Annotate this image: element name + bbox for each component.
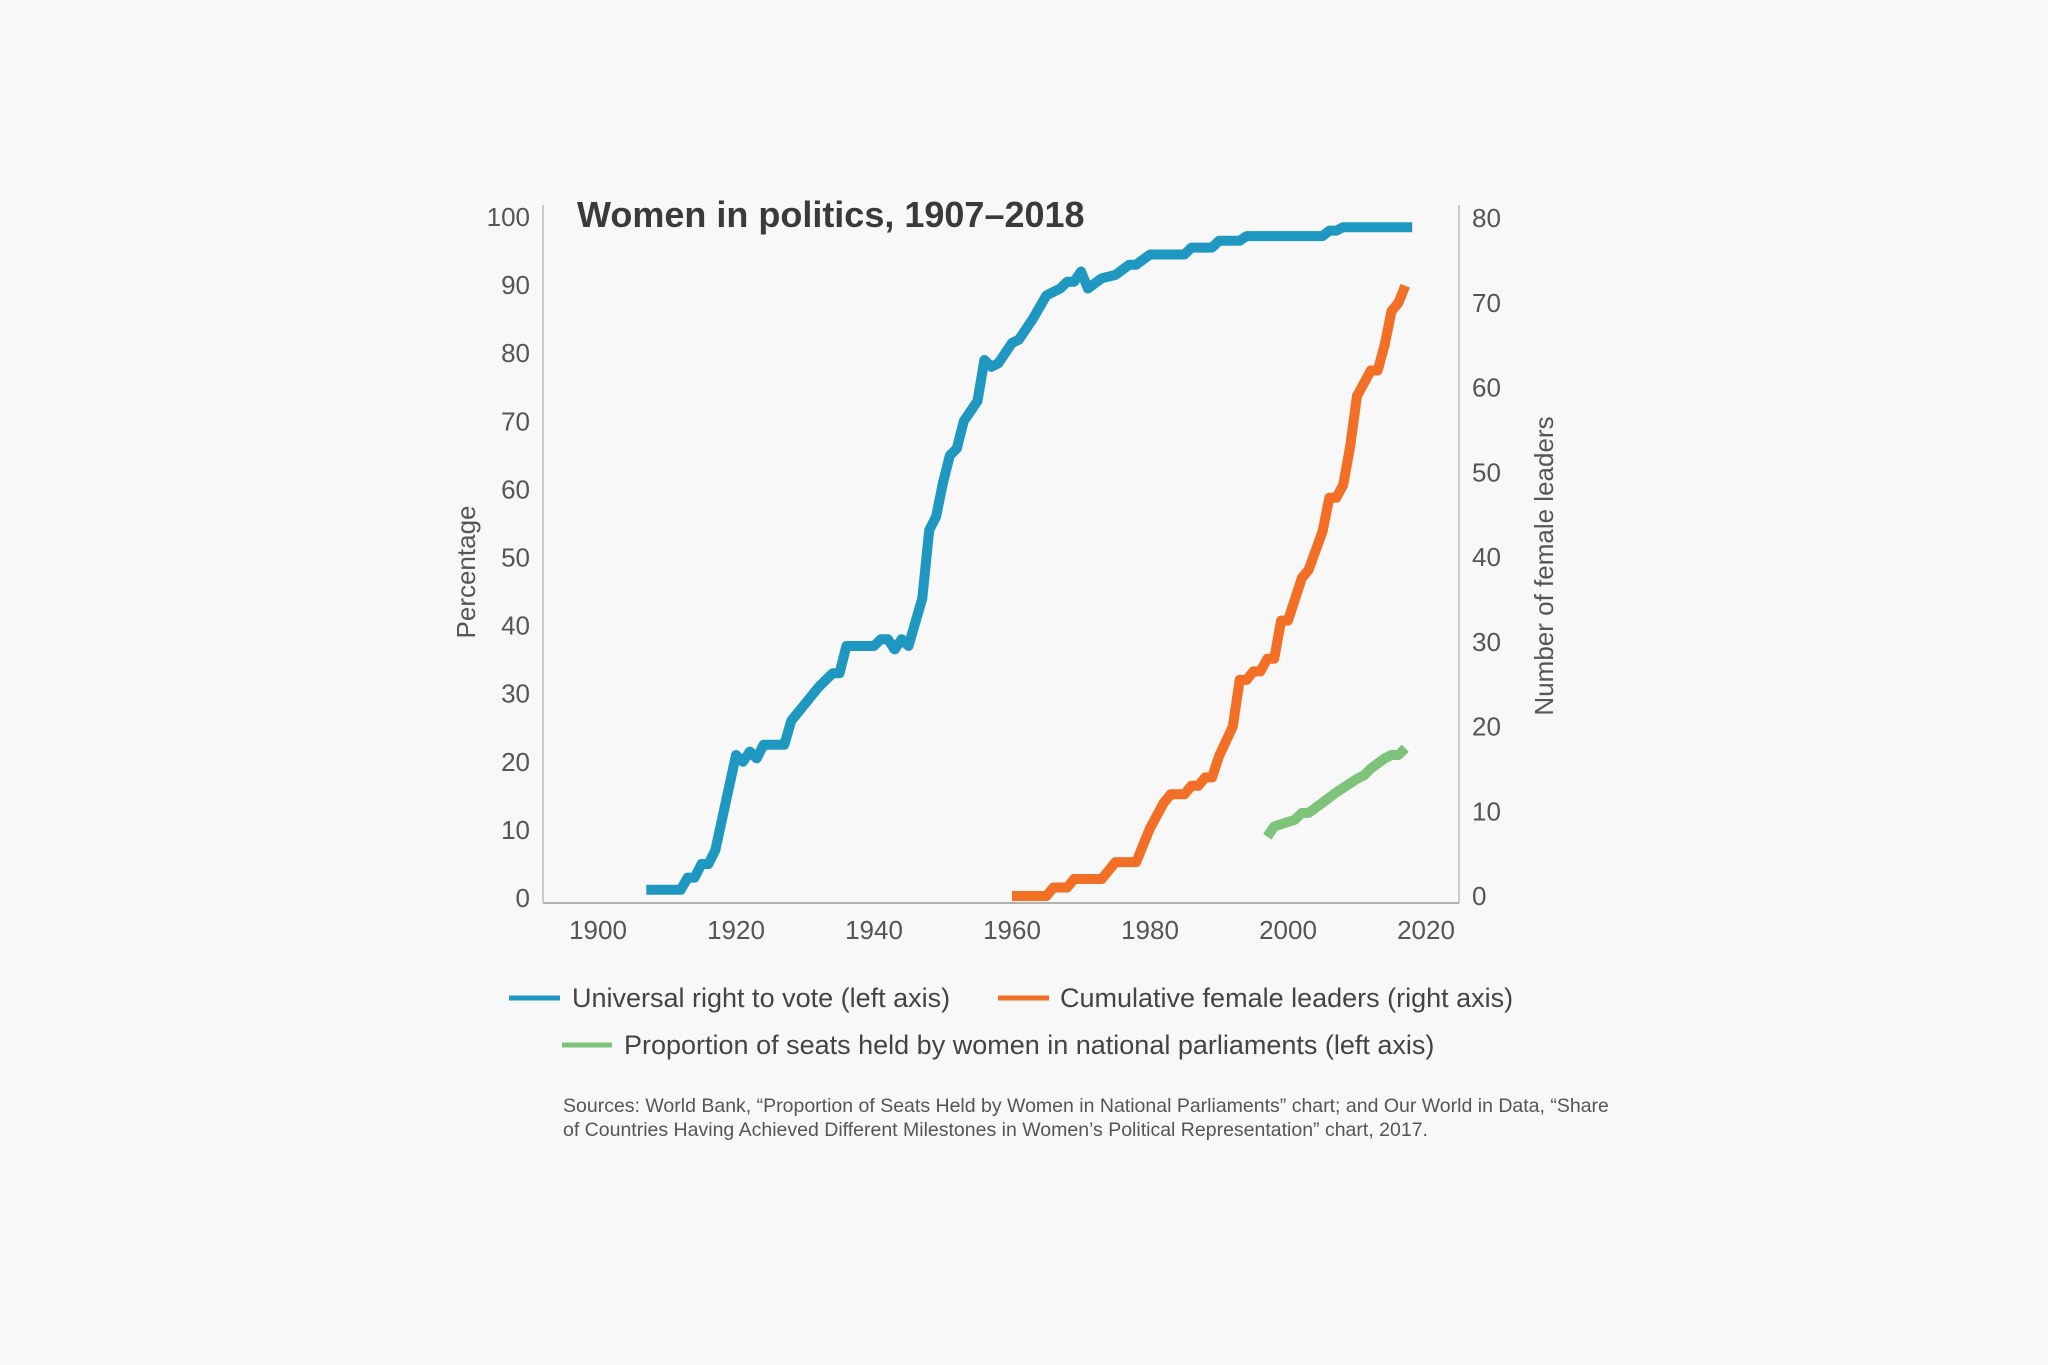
y2-tick-label: 60 [1472,373,1501,403]
legend-label-seats: Proportion of seats held by women in nat… [624,1030,1434,1060]
y-tick-label: 50 [501,543,530,573]
chart-title: Women in politics, 1907–2018 [577,194,1085,235]
x-tick-label: 1980 [1121,915,1179,945]
sources-note: Sources: World Bank, “Proportion of Seat… [563,1095,1609,1141]
y-tick-label: 70 [501,406,530,436]
y-tick-label: 100 [487,202,530,232]
y-tick-label: 20 [501,747,530,777]
x-tick-label: 1920 [707,915,765,945]
y-tick-label: 30 [501,679,530,709]
y-tick-label: 90 [501,270,530,300]
x-tick-label: 1960 [983,915,1041,945]
y-tick-label: 60 [501,474,530,504]
y-tick-label: 0 [516,883,530,913]
y2-tick-label: 80 [1472,203,1501,233]
y-tick-label: 40 [501,611,530,641]
legend-label-leaders: Cumulative female leaders (right axis) [1060,983,1513,1013]
legend-label-vote: Universal right to vote (left axis) [572,983,950,1013]
y2-axis-label: Number of female leaders [1529,416,1559,715]
series-line-vote [646,222,1413,895]
y-tick-label: 80 [501,338,530,368]
y2-tick-label: 0 [1472,881,1486,911]
y2-tick-label: 50 [1472,457,1501,487]
y-tick-label: 10 [501,815,530,845]
y2-tick-label: 10 [1472,796,1501,826]
x-tick-label: 2020 [1397,915,1455,945]
y2-tick-label: 40 [1472,542,1501,572]
series-line-leaders [1012,283,1410,901]
y2-tick-label: 30 [1472,627,1501,657]
series-line-seats [1263,744,1409,840]
x-tick-label: 1900 [569,915,627,945]
y-axis-label: Percentage [451,506,481,639]
y2-tick-label: 20 [1472,712,1501,742]
x-tick-label: 1940 [845,915,903,945]
y2-tick-label: 70 [1472,288,1501,318]
x-tick-label: 2000 [1259,915,1317,945]
